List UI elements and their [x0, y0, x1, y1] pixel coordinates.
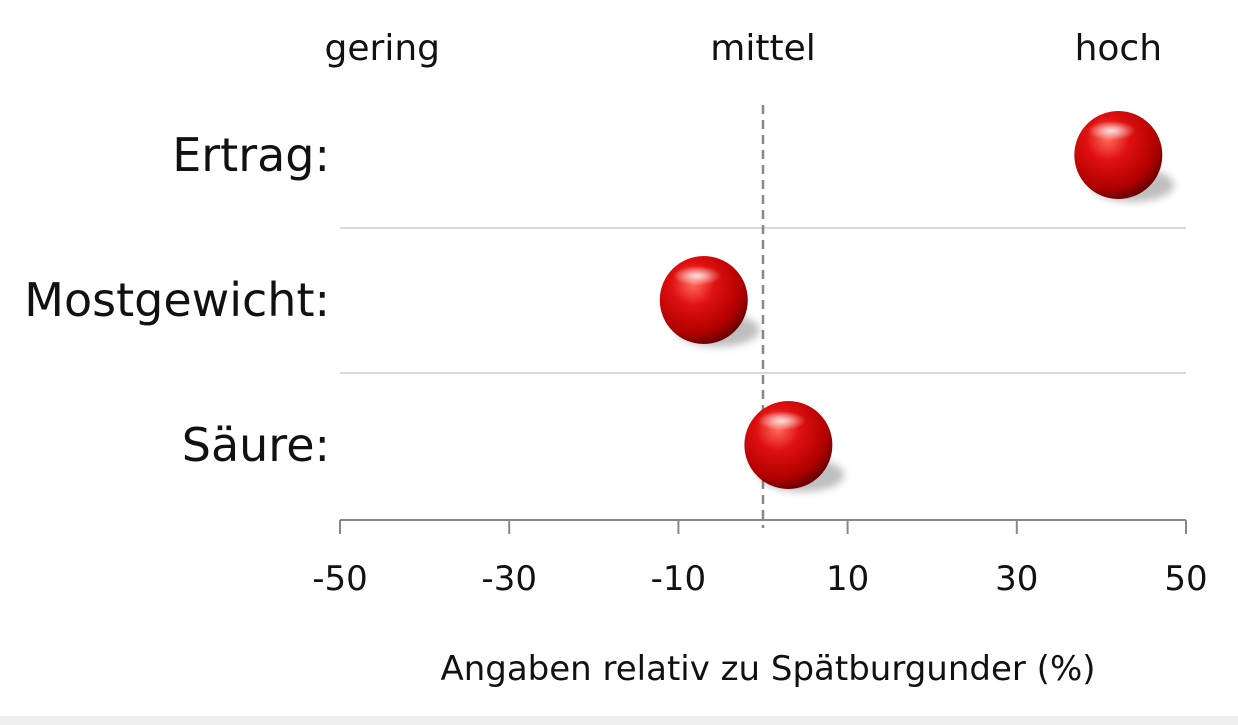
x-tick-label-4: 10 [826, 559, 869, 599]
data-point-highlight [1087, 121, 1136, 141]
category-label-1: Ertrag: [172, 128, 330, 182]
data-point-2 [659, 256, 760, 347]
data-point-highlight [672, 266, 722, 286]
data-point-1 [1074, 111, 1175, 202]
bottom-band [0, 716, 1238, 725]
top-label-1: gering [325, 28, 440, 69]
top-labels: gering mittel hoch [325, 28, 1162, 69]
data-point-3 [744, 401, 845, 492]
x-axis: -50 -30 -10 10 30 50 [312, 519, 1208, 599]
category-label-2: Mostgewicht: [24, 273, 330, 327]
x-tick-label-1: -50 [312, 559, 368, 599]
x-tick-label-2: -30 [481, 559, 537, 599]
data-point-highlight [757, 411, 806, 431]
x-tick-label-5: 30 [995, 559, 1038, 599]
top-label-3: hoch [1075, 28, 1162, 69]
top-label-2: mittel [710, 28, 815, 69]
x-axis-label: Angaben relativ zu Spätburgunder (%) [440, 649, 1095, 689]
category-label-3: Säure: [182, 418, 330, 472]
data-points [659, 111, 1175, 492]
category-labels: Ertrag: Mostgewicht: Säure: [24, 128, 330, 472]
x-tick-label-6: 50 [1164, 559, 1207, 599]
x-tick-label-3: -10 [651, 559, 707, 599]
